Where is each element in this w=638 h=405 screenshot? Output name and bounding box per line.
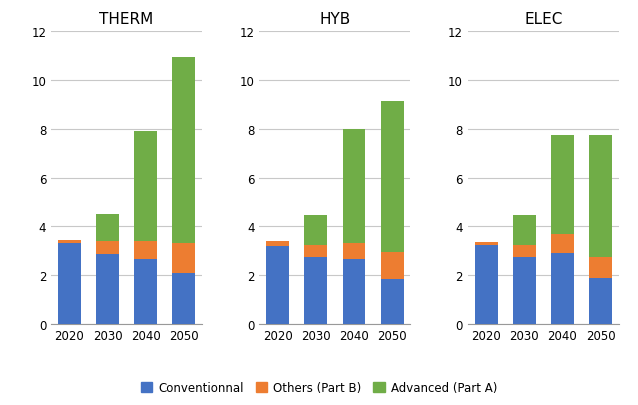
Bar <box>96 255 119 324</box>
Bar <box>381 102 404 252</box>
Bar <box>513 245 536 257</box>
Bar <box>589 257 612 278</box>
Title: ELEC: ELEC <box>524 12 563 27</box>
Bar <box>551 254 574 324</box>
Bar <box>343 260 366 324</box>
Bar <box>475 245 498 324</box>
Bar <box>513 216 536 245</box>
Bar <box>58 244 81 324</box>
Bar <box>58 240 81 244</box>
Bar <box>381 252 404 279</box>
Bar <box>172 273 195 324</box>
Bar <box>513 257 536 324</box>
Bar <box>589 136 612 257</box>
Bar <box>304 245 327 257</box>
Bar <box>304 216 327 245</box>
Bar <box>134 241 157 260</box>
Bar <box>134 132 157 241</box>
Legend: Conventionnal, Others (Part B), Advanced (Part A): Conventionnal, Others (Part B), Advanced… <box>136 377 502 399</box>
Bar <box>96 241 119 255</box>
Bar <box>551 234 574 254</box>
Bar <box>172 244 195 273</box>
Bar <box>589 278 612 324</box>
Title: HYB: HYB <box>320 12 350 27</box>
Bar <box>266 241 289 246</box>
Bar <box>475 243 498 245</box>
Bar <box>381 279 404 324</box>
Bar <box>266 246 289 324</box>
Bar <box>96 215 119 241</box>
Title: THERM: THERM <box>100 12 154 27</box>
Bar <box>343 244 366 260</box>
Bar <box>304 257 327 324</box>
Bar <box>172 58 195 244</box>
Bar <box>134 260 157 324</box>
Bar <box>551 136 574 234</box>
Bar <box>343 130 366 244</box>
